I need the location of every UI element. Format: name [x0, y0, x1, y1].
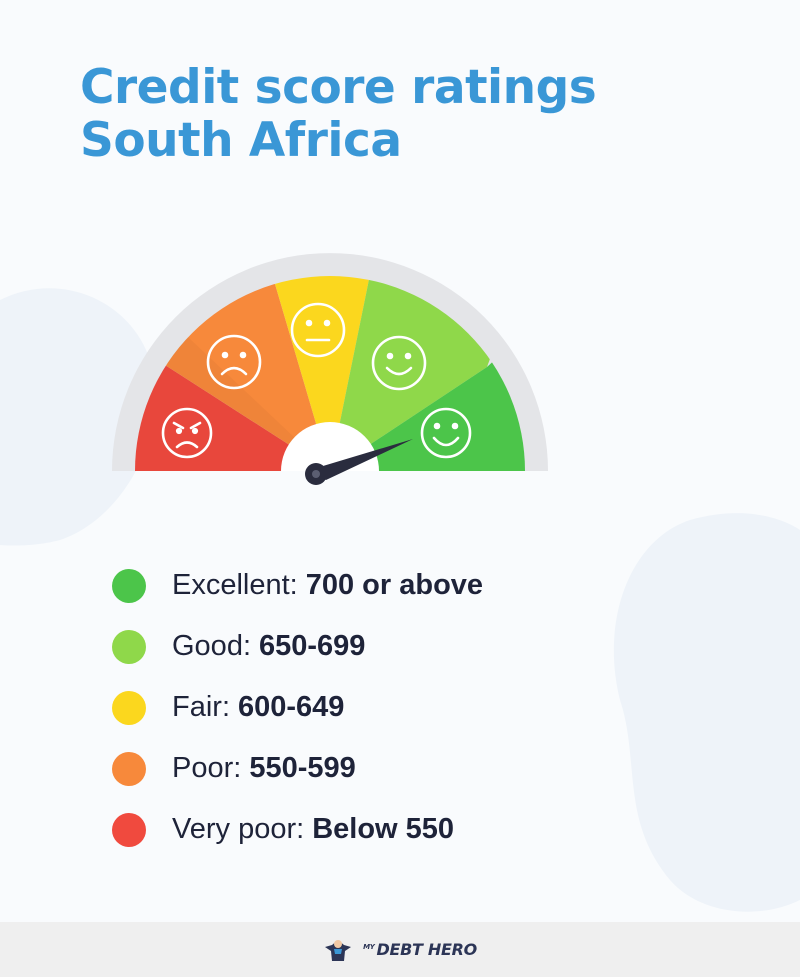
- legend-dot-fair: [112, 690, 146, 725]
- brand-name: DEBT HERO: [376, 940, 478, 959]
- legend-item-very-poor: Very poor: Below 550: [112, 799, 483, 860]
- legend-label: Very poor:: [172, 813, 305, 845]
- legend-item-poor: Poor: 550-599: [112, 738, 483, 799]
- legend-label: Excellent:: [172, 569, 298, 601]
- gauge-segment-fair: [265, 276, 375, 471]
- legend-value: 600-649: [238, 691, 345, 723]
- legend-value: Below 550: [312, 813, 455, 845]
- smile-face-icon: [371, 335, 427, 391]
- title-line-1: Credit score ratings: [80, 60, 597, 115]
- legend-value: 700 or above: [305, 569, 484, 601]
- hero-mascot-icon: [325, 939, 352, 961]
- legend-item-excellent: Excellent: 700 or above: [112, 555, 483, 616]
- angry-face-icon: [161, 407, 213, 459]
- legend-dot-poor: [112, 751, 146, 786]
- footer: MY DEBT HERO: [0, 922, 800, 977]
- gauge-segment-very-poor: [135, 300, 330, 471]
- legend-dot-very-poor: [112, 812, 146, 847]
- legend-value: 650-699: [259, 630, 366, 662]
- legend-dot-excellent: [112, 568, 146, 603]
- legend-label: Fair:: [172, 691, 230, 723]
- gauge-segment-excellent: [330, 300, 525, 471]
- legend-label: Good:: [172, 630, 251, 662]
- legend-label: Poor:: [172, 752, 242, 784]
- legend-item-fair: Fair: 600-649: [112, 677, 483, 738]
- neutral-face-icon: [290, 302, 346, 358]
- sad-face-icon: [206, 334, 262, 390]
- brand-prefix: MY: [363, 943, 375, 951]
- gauge-needle: [305, 439, 413, 485]
- page-title: Credit score ratings South Africa: [80, 60, 597, 168]
- legend-item-good: Good: 650-699: [112, 616, 483, 677]
- legend-dot-good: [112, 629, 146, 664]
- brand-logo: MY DEBT HERO: [363, 940, 477, 959]
- title-line-2: South Africa: [80, 112, 402, 168]
- happy-face-icon: [420, 407, 472, 459]
- legend-value: 550-599: [249, 752, 356, 784]
- rating-legend: Excellent: 700 or above Good: 650-699 Fa…: [112, 555, 483, 860]
